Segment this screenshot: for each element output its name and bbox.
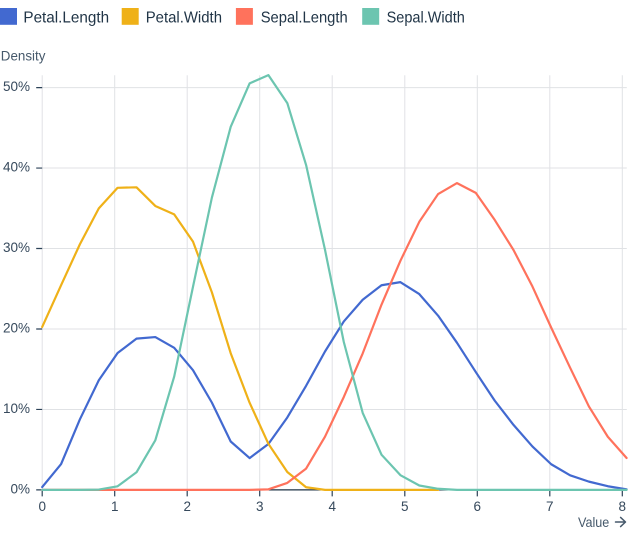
svg-text:30%: 30% [3, 240, 30, 255]
svg-text:4: 4 [328, 499, 336, 514]
svg-text:Sepal.Width: Sepal.Width [387, 9, 465, 26]
svg-text:50%: 50% [3, 79, 30, 94]
svg-text:20%: 20% [3, 320, 30, 335]
svg-text:0: 0 [38, 499, 46, 514]
svg-text:40%: 40% [3, 160, 30, 175]
svg-text:Petal.Length: Petal.Length [23, 9, 109, 26]
svg-text:1: 1 [111, 499, 119, 514]
svg-text:10%: 10% [3, 401, 30, 416]
svg-text:5: 5 [401, 499, 409, 514]
svg-text:2: 2 [183, 499, 191, 514]
svg-text:3: 3 [256, 499, 264, 514]
svg-text:8: 8 [619, 499, 627, 514]
svg-text:0%: 0% [10, 481, 30, 496]
svg-text:Value: Value [578, 514, 609, 530]
svg-text:Density: Density [1, 47, 46, 63]
svg-text:Sepal.Length: Sepal.Length [261, 9, 348, 26]
svg-text:6: 6 [474, 499, 482, 514]
svg-text:Petal.Width: Petal.Width [146, 9, 222, 26]
svg-text:7: 7 [546, 499, 554, 514]
